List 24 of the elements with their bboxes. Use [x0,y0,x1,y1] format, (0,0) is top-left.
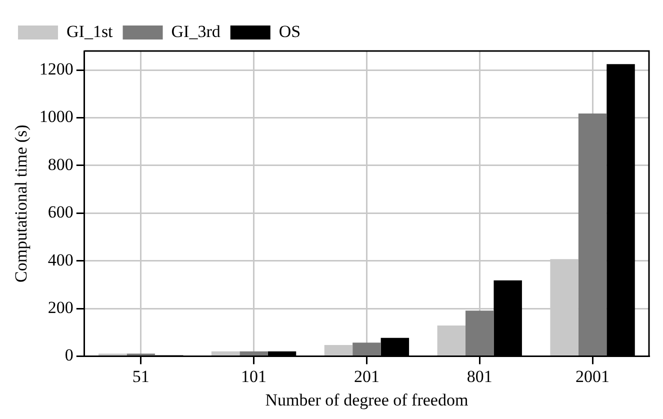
bar [578,113,607,356]
y-tick-label: 1000 [39,107,74,126]
legend-label: OS [278,22,301,41]
bar [352,342,381,356]
y-tick-label: 800 [48,154,74,174]
y-axis-title: Computational time (s) [12,124,31,282]
y-tick-label: 1200 [39,60,74,79]
y-tick-label: 200 [48,298,74,317]
x-tick-label: 51 [132,366,150,386]
legend-label: GI_3rd [171,22,221,41]
legend-label: GI_1st [66,22,114,41]
bar [211,351,240,356]
y-tick-label: 400 [48,250,74,270]
bar [437,325,466,356]
x-tick-label: 101 [241,366,267,386]
bar [240,351,268,356]
bar [324,344,353,356]
x-tick-label: 2001 [576,366,610,386]
y-tick-label: 0 [64,346,74,365]
y-tick-label: 600 [48,202,74,222]
x-tick-label: 801 [466,366,492,386]
x-tick-label: 201 [354,366,380,386]
bar [466,310,494,356]
x-axis-title: Number of degree of freedom [265,390,468,410]
